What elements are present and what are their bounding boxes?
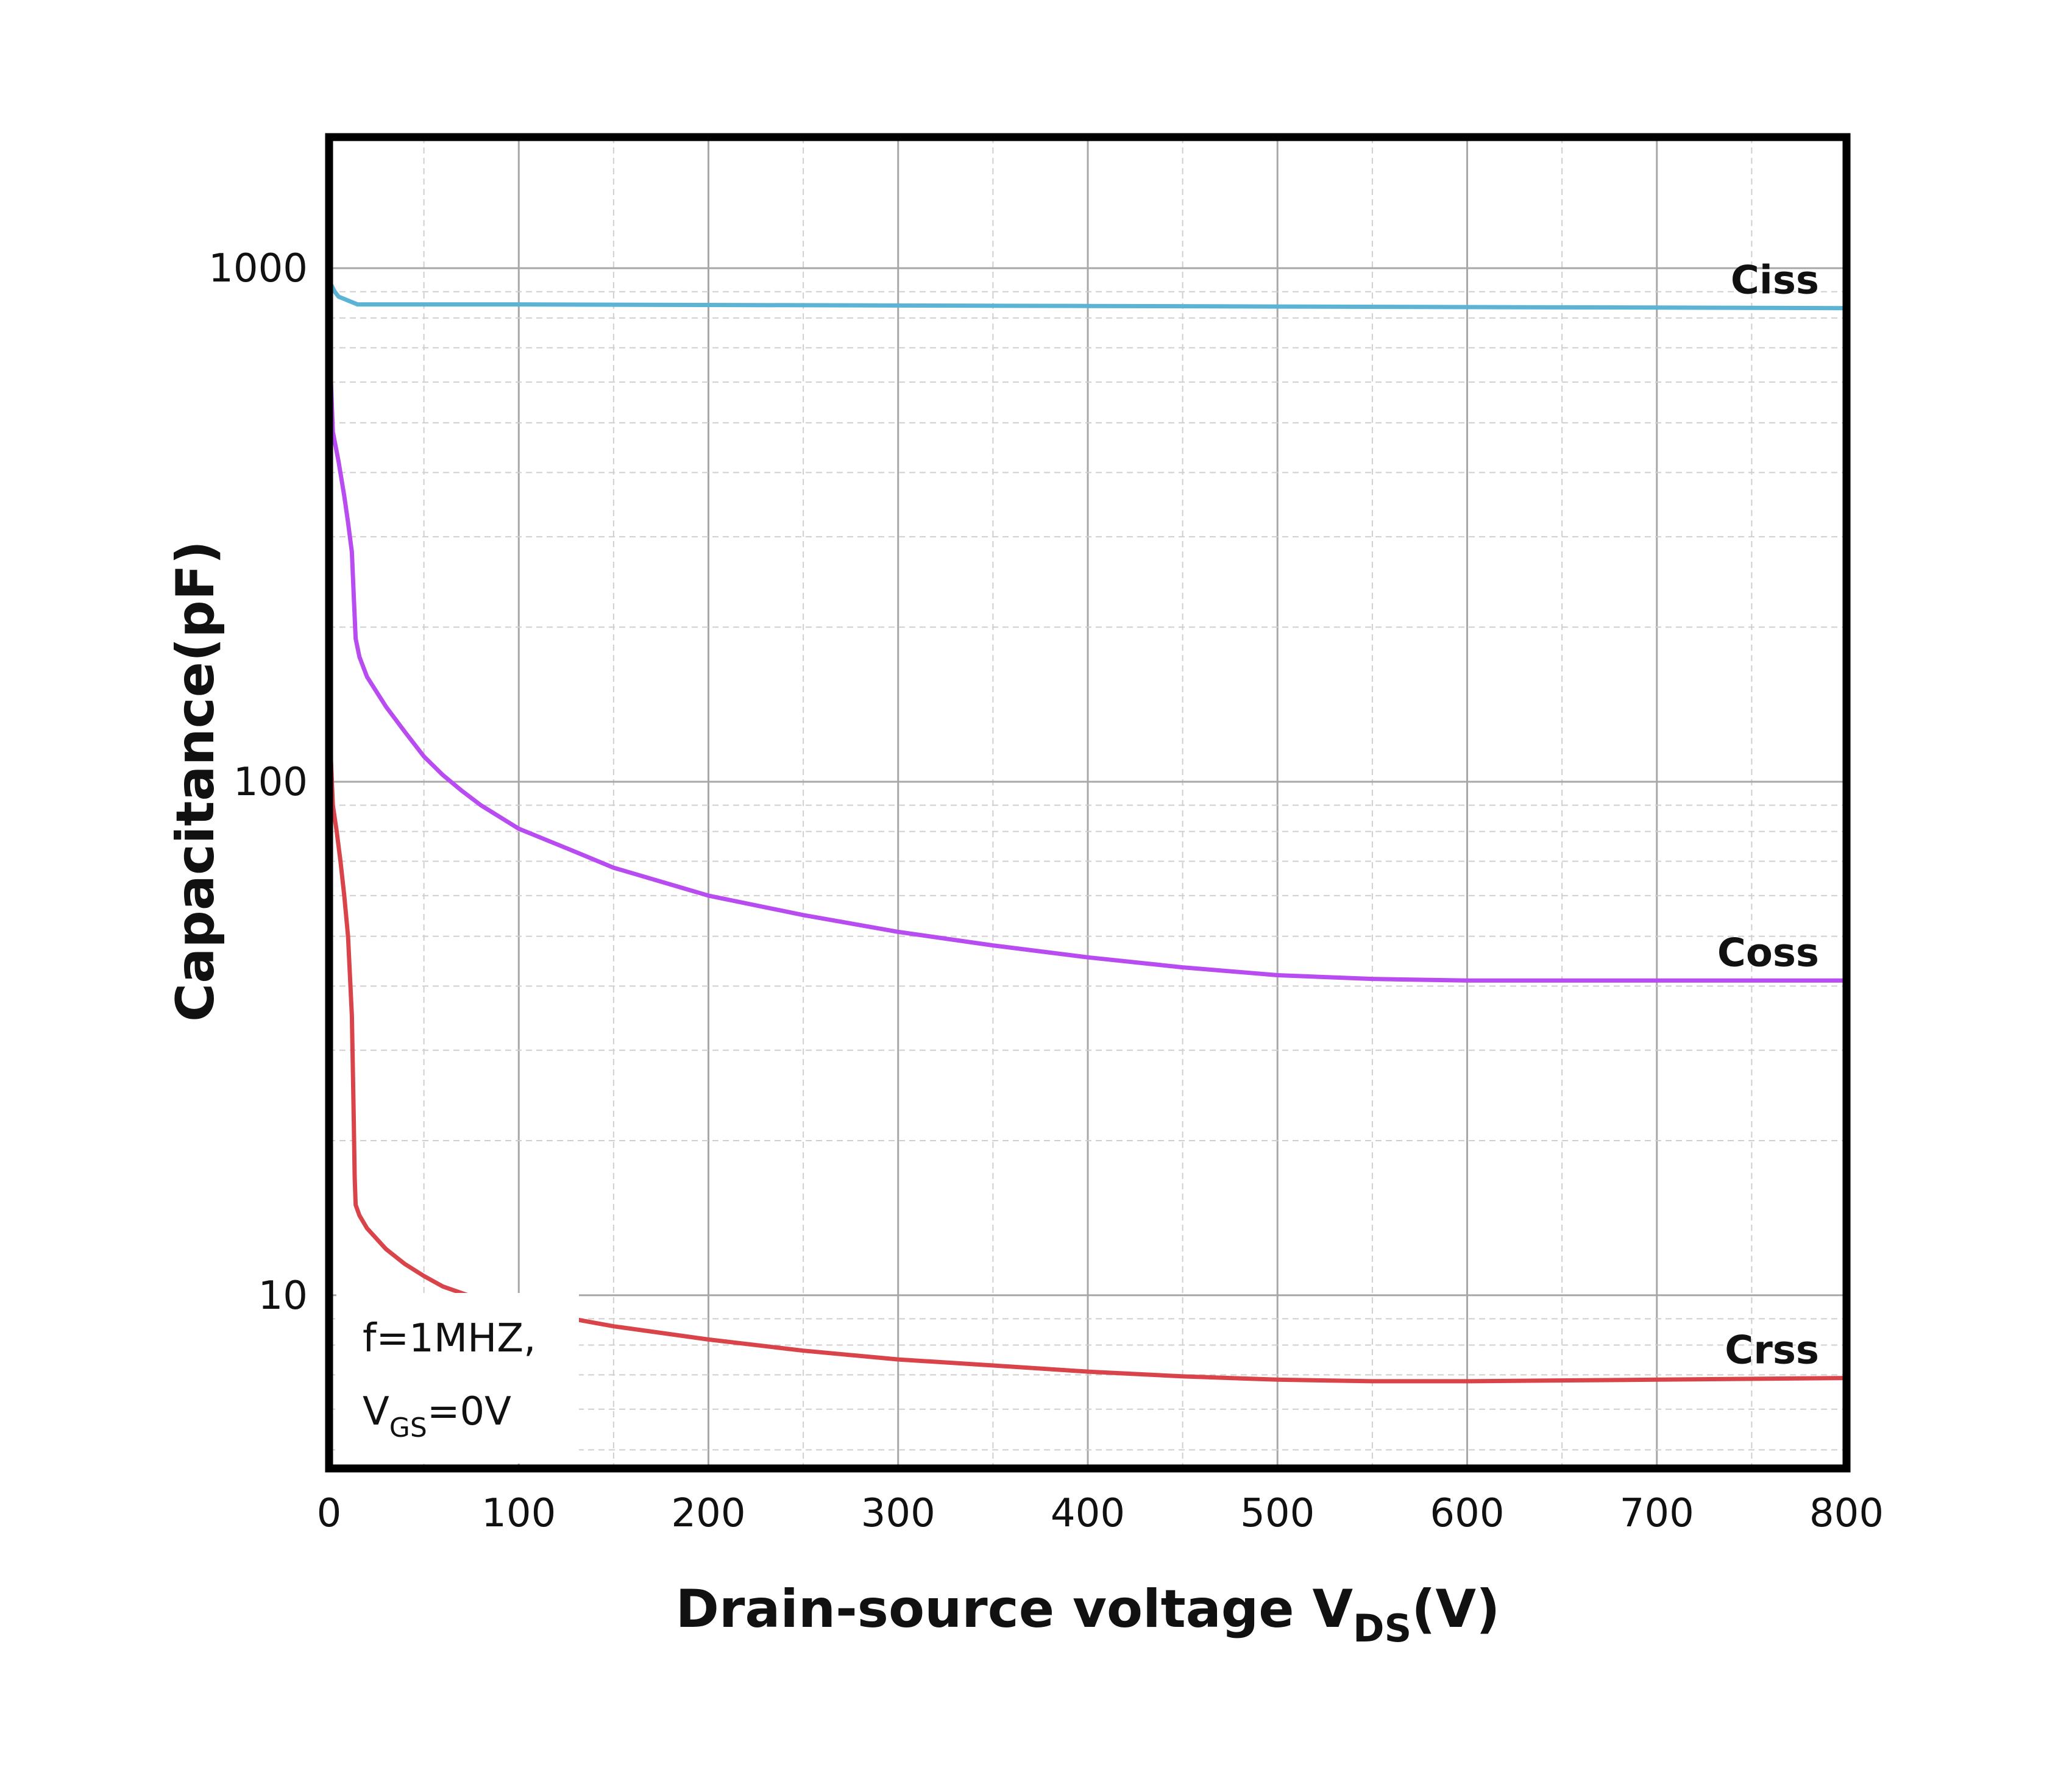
plot-frame — [325, 133, 1851, 1473]
x-tick-label-300: 300 — [861, 1491, 935, 1536]
conditions-vgs-tail: =0V — [427, 1389, 511, 1434]
x-tick-label-500: 500 — [1240, 1491, 1315, 1536]
y-tick-label-10: 10 — [258, 1273, 308, 1319]
series-line-coss — [327, 289, 1849, 983]
x-tick-label-600: 600 — [1430, 1491, 1504, 1536]
x-tick-label-700: 700 — [1620, 1491, 1694, 1536]
x-tick-label-800: 800 — [1809, 1491, 1884, 1536]
grid — [329, 137, 1847, 1468]
y-tick-label-100: 100 — [233, 760, 308, 805]
x-tick-label-400: 400 — [1051, 1491, 1125, 1536]
x-axis-title-sub: DS — [1353, 1606, 1411, 1651]
conditions-vgs-sub: GS — [389, 1412, 427, 1443]
conditions-note-box — [336, 1293, 579, 1464]
x-tick-label-200: 200 — [671, 1491, 745, 1536]
series-label-coss: Coss — [1717, 930, 1819, 976]
series-label-crss: Crss — [1725, 1328, 1819, 1373]
x-tick-label-0: 0 — [317, 1491, 342, 1536]
conditions-vgs-main: V — [363, 1389, 389, 1434]
tick-labels: 0 100 200 300 400 500 600 700 800 10 100 1000 — [208, 246, 1884, 1536]
y-tick-label-1000: 1000 — [208, 246, 308, 291]
x-axis-title: Drain-source voltage VDS(V) — [676, 1579, 1500, 1651]
x-tick-label-100: 100 — [481, 1491, 556, 1536]
x-axis-title-main: Drain-source voltage V — [676, 1579, 1354, 1640]
y-axis-title: Capacitance(pF) — [165, 540, 226, 1022]
conditions-note: f=1MHZ, VGS=0V — [336, 1293, 579, 1464]
series-labels: Ciss Coss Crss — [1717, 258, 1819, 1373]
x-axis-title-tail: (V) — [1411, 1579, 1500, 1640]
conditions-frequency: f=1MHZ, — [363, 1316, 536, 1361]
series-line-crss — [327, 500, 1849, 1384]
series-label-ciss: Ciss — [1731, 258, 1819, 303]
conditions-vgs: VGS=0V — [363, 1389, 511, 1443]
